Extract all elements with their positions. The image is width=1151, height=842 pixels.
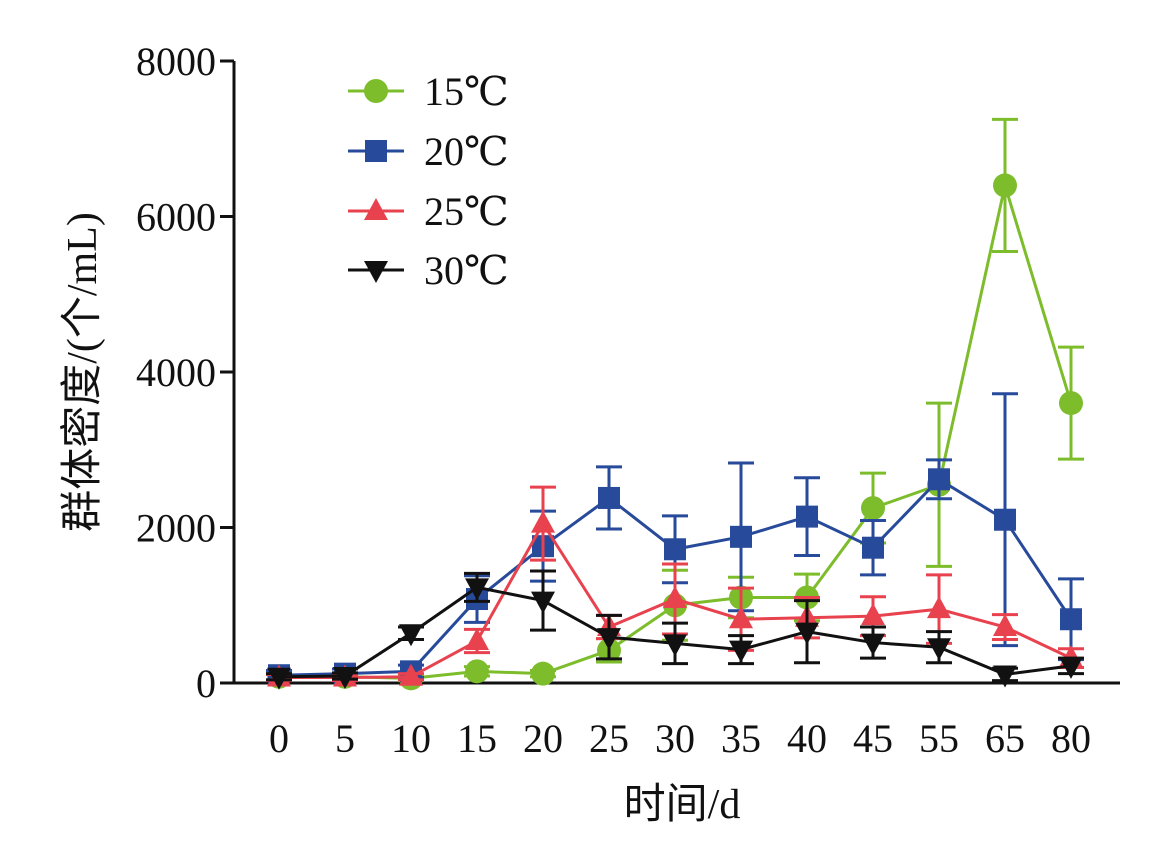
data-point	[531, 591, 555, 614]
x-tick-label: 10	[391, 716, 431, 761]
data-point	[927, 638, 951, 661]
y-tick-label: 0	[196, 661, 216, 706]
x-tick-label: 0	[269, 716, 289, 761]
x-tick-label: 40	[787, 716, 827, 761]
data-point	[861, 603, 885, 626]
data-point	[663, 634, 687, 657]
data-point	[993, 173, 1017, 198]
legend-label: 15℃	[424, 69, 509, 114]
legend-item: 30℃	[348, 248, 509, 293]
data-point	[531, 661, 555, 686]
y-tick-label: 4000	[136, 350, 216, 395]
data-point	[664, 538, 686, 561]
data-point	[729, 640, 753, 663]
axes: 0 2000 4000 6000 8000 0 5 10 15 20 25 30 35 40 45 55 65 8…	[136, 39, 1120, 761]
legend-item: 15℃	[348, 69, 509, 114]
legend-marker	[364, 79, 388, 103]
x-tick-label: 55	[919, 716, 959, 761]
data-point	[465, 659, 489, 684]
data-point	[333, 667, 357, 690]
data-point	[531, 510, 555, 533]
legend-item: 20℃	[348, 129, 509, 174]
data-point	[862, 536, 884, 559]
data-point	[399, 663, 423, 686]
series-layer	[266, 117, 1084, 691]
legend-label: 25℃	[424, 189, 509, 234]
data-point	[861, 633, 885, 656]
data-point	[994, 508, 1016, 531]
data-point	[927, 596, 951, 619]
x-tick-label: 15	[457, 716, 497, 761]
x-tick-label: 5	[335, 716, 355, 761]
x-tick-label: 25	[589, 716, 629, 761]
data-point	[663, 586, 687, 609]
legend-marker	[365, 140, 387, 162]
data-point	[1060, 608, 1082, 631]
data-point	[1059, 391, 1083, 416]
x-tick-label: 20	[523, 716, 563, 761]
data-point	[267, 667, 291, 690]
series-4	[266, 569, 1084, 690]
data-point	[597, 628, 621, 651]
legend-item: 25℃	[348, 189, 509, 234]
legend-marker	[364, 261, 388, 283]
x-tick-label: 65	[985, 716, 1025, 761]
data-point	[598, 486, 620, 509]
data-point	[796, 505, 818, 528]
x-tick-label: 35	[721, 716, 761, 761]
x-tick-label: 80	[1051, 716, 1091, 761]
data-point	[399, 624, 423, 647]
y-tick-label: 8000	[136, 39, 216, 84]
data-point	[1059, 656, 1083, 679]
data-point	[465, 578, 489, 601]
data-point	[993, 614, 1017, 637]
y-tick-label: 6000	[136, 195, 216, 240]
data-point	[861, 496, 885, 521]
x-tick-label: 30	[655, 716, 695, 761]
data-point	[795, 622, 819, 645]
y-tick-label: 2000	[136, 506, 216, 551]
data-point	[730, 525, 752, 548]
data-point	[729, 606, 753, 629]
x-axis-title: 时间/d	[624, 782, 741, 828]
legend: 15℃ 20℃ 25℃ 30℃	[348, 69, 509, 293]
data-point	[928, 468, 950, 491]
data-point	[993, 665, 1017, 688]
legend-label: 30℃	[424, 248, 509, 293]
x-tick-label: 45	[853, 716, 893, 761]
data-point	[465, 628, 489, 651]
legend-label: 20℃	[424, 129, 509, 174]
legend-marker	[364, 198, 388, 220]
y-axis-title: 群体密度/(个/mL)	[59, 212, 106, 532]
